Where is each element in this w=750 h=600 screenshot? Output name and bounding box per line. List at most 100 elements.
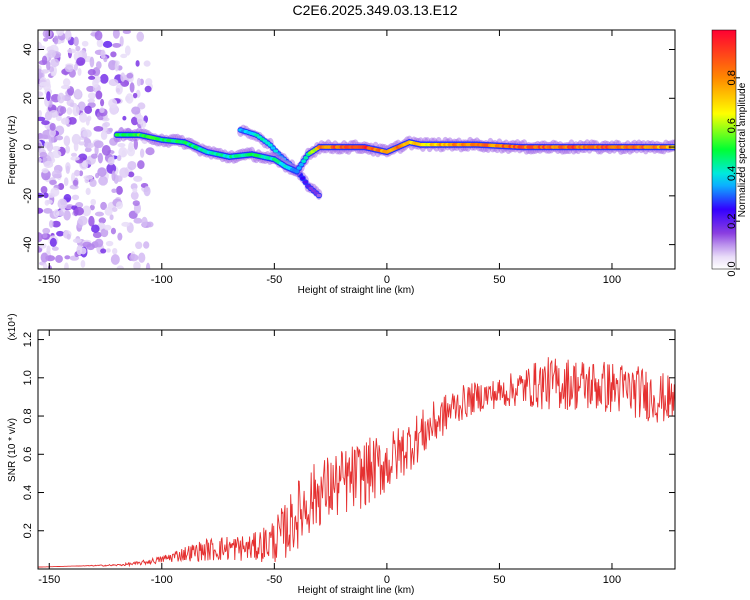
- spectrogram-noise-cell: [146, 221, 154, 228]
- spectrogram-noise-cell: [38, 232, 43, 243]
- spectrogram-main-trace-core: [303, 155, 309, 160]
- colorbar-label: Normalized spectral amplitude: [737, 82, 748, 217]
- snr-y-multiplier: (x10⁴): [7, 313, 18, 340]
- spectrogram-noise-cell: [141, 216, 148, 228]
- spectrogram-noise-cell: [78, 170, 84, 177]
- spectrogram-noise-cell: [43, 192, 49, 199]
- spectrogram-noise-cell: [75, 202, 84, 209]
- spectrogram-noise-cell: [39, 151, 48, 158]
- spectrogram-noise-cell: [38, 142, 42, 150]
- spectrogram-noise-cell: [59, 106, 67, 115]
- spectrogram-noise-cell: [93, 140, 104, 149]
- spectrogram-noise-cell: [103, 224, 112, 231]
- spectrogram-noise-cell: [110, 51, 117, 58]
- spectrogram-x-tick-label: -100: [151, 274, 173, 286]
- spectrogram-noise-cell: [78, 141, 86, 146]
- snr-x-tick-label: 0: [384, 574, 390, 586]
- spectrogram-noise-cell: [55, 254, 63, 263]
- spectrogram-noise-cell: [103, 121, 111, 128]
- spectrogram-noise-cell: [41, 120, 50, 126]
- spectrogram-noise-cell: [110, 227, 116, 235]
- spectrogram-noise-cell: [42, 263, 48, 269]
- snr-marks: [38, 357, 675, 568]
- spectrogram-noise-cell: [50, 187, 60, 197]
- spectrogram-noise-cell: [100, 248, 107, 254]
- spectrogram-noise-cell: [145, 262, 151, 269]
- spectrogram-noise-cell: [64, 255, 71, 260]
- spectrogram-noise-cell: [136, 31, 145, 42]
- spectrogram-noise-cell: [94, 238, 104, 248]
- spectrogram-y-tick-label: -20: [22, 188, 34, 204]
- snr-x-tick-label: -150: [38, 574, 60, 586]
- snr-plot-area: [38, 330, 675, 569]
- spectrogram-noise-cell: [116, 155, 122, 161]
- spectrogram-noise-cell: [57, 183, 65, 191]
- spectrogram-secondary-trace-core: [313, 191, 319, 195]
- spectrogram-noise-cell: [79, 247, 87, 255]
- colorbar: 0.0 0.2 0.4 0.6 0.8 Normalized spectral ampl…: [711, 29, 748, 277]
- spectrogram-noise-cell: [77, 68, 82, 76]
- snr-x-tick-label: -50: [266, 574, 282, 586]
- colorbar-tick-label: 0.6: [726, 118, 738, 133]
- snr-y-tick-label: 0.8: [22, 408, 34, 423]
- spectrogram-noise-cell: [49, 110, 59, 118]
- spectrogram-noise-cell: [90, 153, 98, 159]
- colorbar-tick-label: 0.4: [726, 166, 738, 181]
- spectrogram-noise-cell: [102, 40, 113, 48]
- chart-title: C2E6.2025.349.03.13.E12: [292, 2, 458, 18]
- spectrogram-noise-cell: [71, 194, 80, 201]
- spectrogram-noise-cell: [81, 160, 87, 168]
- colorbar-tick-label: 0.8: [726, 70, 738, 85]
- spectrogram-secondary-trace-core: [267, 143, 273, 147]
- snr-y-tick-label: 0.4: [22, 485, 34, 500]
- spectrogram-noise-cell: [56, 30, 64, 37]
- spectrogram-noise-cell: [87, 92, 96, 100]
- spectrogram-y-tick-label: 0: [22, 144, 34, 150]
- spectrogram-noise-cell: [74, 206, 85, 216]
- spectrogram-noise-cell: [83, 136, 89, 147]
- spectrogram-noise-cell: [94, 30, 103, 41]
- spectrogram-noise-cell: [137, 102, 146, 110]
- spectrogram-noise-cell: [99, 107, 105, 114]
- snr-panel: -150 -100 -50 0 50 100 0.2 0.4 0.6 0.8 1.0 1.2 Hei…: [7, 313, 676, 596]
- spectrogram-noise-cell: [119, 167, 130, 178]
- spectrogram-noise-cell: [62, 78, 71, 87]
- spectrogram-noise-cell: [66, 233, 71, 240]
- spectrogram-noise-cell: [98, 176, 108, 186]
- spectrogram-noise-cell: [77, 101, 86, 111]
- spectrogram-noise-cell: [126, 72, 134, 79]
- spectrogram-noise-cell: [119, 35, 124, 47]
- spectrogram-noise-cell: [49, 179, 57, 185]
- spectrogram-noise-cell: [70, 156, 80, 161]
- spectrogram-noise-cell: [122, 115, 127, 121]
- spectrogram-noise-cell: [46, 142, 54, 152]
- spectrogram-noise-cell: [100, 98, 105, 107]
- spectrogram-x-label: Height of straight line (km): [298, 285, 415, 296]
- spectrogram-main-trace-core: [294, 169, 300, 174]
- spectrogram-noise-cell: [38, 157, 42, 163]
- spectrogram-noise-cell: [130, 116, 139, 126]
- spectrogram-noise-cell: [125, 93, 134, 104]
- spectrogram-noise-cell: [92, 231, 102, 239]
- spectrogram-noise-cell: [72, 105, 80, 117]
- spectrogram-secondary-trace-core: [305, 184, 311, 188]
- spectrogram-noise-cell: [96, 38, 104, 48]
- spectrogram-noise-cell: [38, 45, 46, 51]
- spectrogram-noise-cell: [100, 201, 107, 211]
- spectrogram-noise-cell: [104, 206, 113, 216]
- spectrogram-noise-cell: [100, 49, 106, 60]
- snr-x-tick-label: -100: [151, 574, 173, 586]
- spectrogram-noise-cell: [111, 207, 118, 212]
- spectrogram-noise-cell: [137, 160, 145, 170]
- spectrogram-noise-cell: [121, 221, 130, 227]
- spectrogram-noise-cell: [108, 78, 119, 87]
- spectrogram-noise-cell: [97, 167, 107, 177]
- spectrogram-noise-cell: [65, 165, 70, 174]
- spectrogram-noise-cell: [82, 129, 92, 138]
- spectrogram-x-tick-label: 50: [493, 274, 505, 286]
- spectrogram-noise-cell: [130, 183, 138, 190]
- spectrogram-main-trace-core: [296, 166, 302, 170]
- spectrogram-noise-cell: [87, 98, 95, 103]
- spectrogram-noise-cell: [57, 198, 68, 210]
- spectrogram-noise-cell: [73, 63, 78, 71]
